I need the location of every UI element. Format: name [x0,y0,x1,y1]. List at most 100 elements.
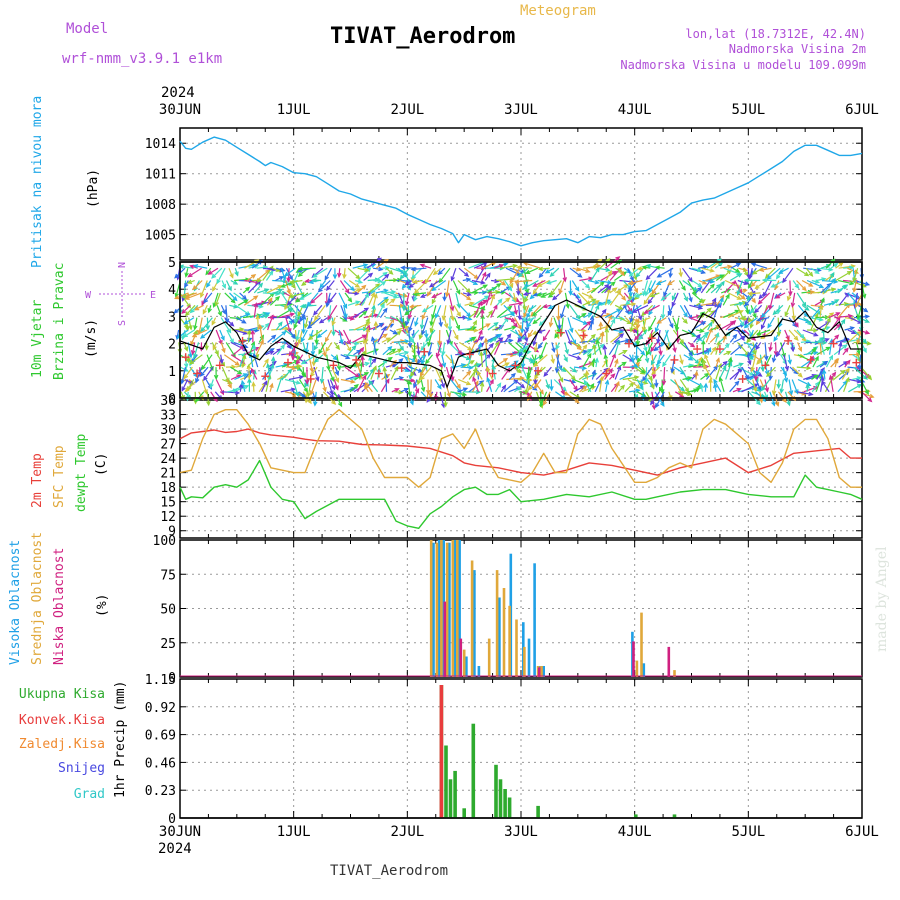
wind-arrowhead [599,343,605,349]
bar-mid [487,638,491,677]
wind-arrow [853,280,857,292]
wind-arrow [521,317,524,333]
wind-arrowhead [558,289,563,295]
wind-arrowhead [182,332,188,338]
wind-arrow [750,304,758,314]
wind-arrow [838,279,854,285]
wind-arrowhead [291,283,296,289]
wind-arrowhead [522,285,528,290]
wind-arrow [722,294,730,306]
wind-arrow [769,367,772,380]
wind-arrowhead [627,280,633,286]
wind-arrowhead [416,359,422,365]
wind-arrowhead [704,353,709,360]
wind-arrow [432,292,442,298]
wind-arrow [460,366,473,369]
wind-arrowhead [282,278,289,284]
wind-arrow [537,292,547,296]
wind-arrow [486,283,501,294]
wind-arrowhead [306,392,312,398]
wind-arrowhead [694,370,699,376]
wind-arrow [782,366,788,382]
x-tick-label-top: 1JUL [277,102,311,118]
wind-arrowhead [738,301,745,307]
wind-arrowhead [258,323,263,330]
wind-arrowhead [181,386,186,392]
wind-arrowhead [588,294,594,299]
wind-arrow [530,304,542,317]
x-tick-label-bottom: 5JUL [731,824,765,840]
wind-arrow [424,267,436,284]
wind-arrow [796,366,811,369]
wind-arrow [439,267,451,283]
wind-arrowhead [253,264,260,269]
wind-arrow [679,379,689,392]
wind-arrowhead [667,280,673,286]
wind-speed-line [179,299,862,389]
bar-total [448,779,453,818]
wind-arrowhead [327,315,332,321]
wind-arrow [766,366,776,377]
wind-arrow [328,292,337,303]
wind-arrow [239,313,250,319]
wind-arrow [539,267,550,270]
wind-arrowhead [828,374,834,380]
series-line-sfc [179,409,862,488]
wind-arrowhead [582,385,588,391]
wind-arrowhead [776,331,782,338]
wind-arrowhead [709,283,715,289]
bar-total [536,805,540,818]
wind-arrow [747,292,754,301]
wind-arrowhead [532,292,538,297]
wind-arrow [752,379,757,392]
wind-arrowhead [568,290,573,296]
wind-arrow [683,292,688,301]
wind-arrow [537,279,550,287]
wind-arrowhead [467,316,473,321]
wind-arrowhead [811,347,817,353]
wind-arrowhead [786,400,791,407]
wind-arrow [676,329,679,343]
wind-arrowhead [582,320,589,325]
wind-arrowhead [755,370,761,377]
wind-arrowhead [475,389,482,395]
wind-arrowhead [834,334,840,340]
wind-arrow [769,292,775,310]
wind-arrow [279,320,294,331]
wind-arrowhead [440,383,446,389]
y-tick-label: 3 [168,310,176,325]
y-tick-label: 1005 [145,229,176,244]
wind-arrowhead [818,317,824,322]
wind-arrowhead [749,323,754,329]
wind-arrowhead [512,297,518,303]
wind-arrow [843,266,853,269]
precip-axis-title: 1hr Precip (mm) [113,681,128,798]
wind-arrow [819,340,822,355]
wind-arrow [219,329,225,341]
wind-arrow [764,379,769,392]
bar-mid [540,666,543,677]
wind-arrow [504,326,516,331]
wind-arrowhead [669,323,674,329]
wind-arrowhead [229,273,234,279]
wind-arrow [755,379,762,390]
wind-arrowhead [790,346,795,353]
wind-arrow [590,316,593,331]
wind-arrowhead [408,336,414,342]
wind-arrow [390,366,399,380]
wind-arrowhead [702,265,709,270]
wind-arrowhead [184,295,190,300]
wind-arrow [657,267,674,278]
wind-arrow [269,296,280,306]
wind-arrowhead [360,355,365,361]
wind-arrow [642,280,649,296]
wind-arrowhead [764,387,770,393]
series-line-dew [179,459,863,529]
wind-arrow [604,315,613,331]
wind-arrow [632,341,645,356]
wind-arrow [715,341,720,355]
wind-arrowhead [493,304,498,310]
wind-arrowhead [534,374,539,381]
wind-arrow [802,329,818,337]
bar-high [477,666,481,677]
